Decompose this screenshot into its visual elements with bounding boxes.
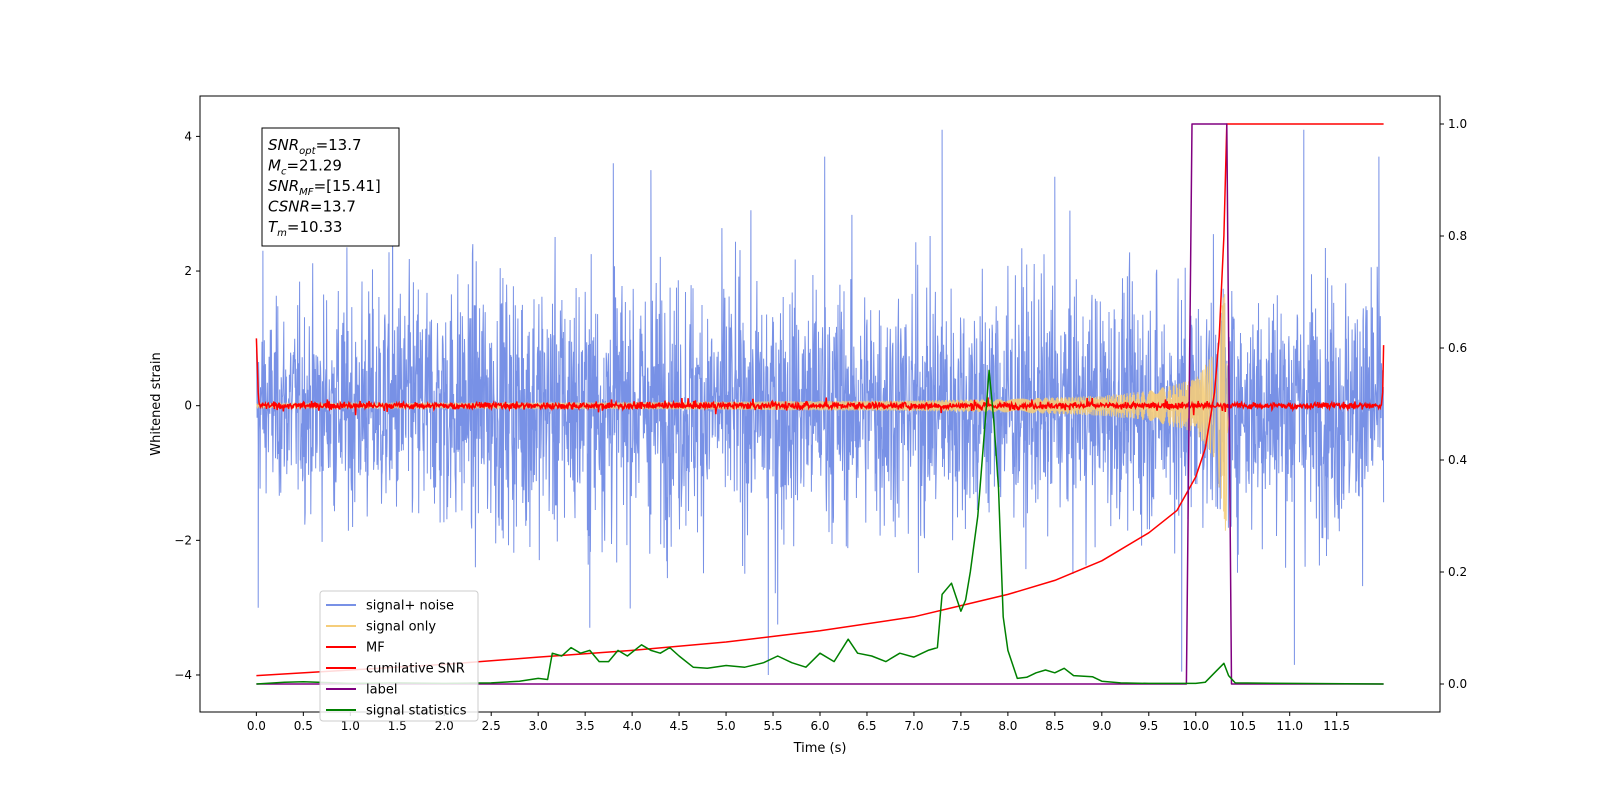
x-tick-label: 2.5	[482, 719, 501, 733]
y-right-tick-label: 0.0	[1448, 677, 1467, 691]
annotation-value: =21.29	[286, 157, 342, 175]
y-axis-label: Whitened strain	[149, 352, 164, 455]
series-cumulative-snr	[256, 123, 1384, 677]
x-tick-label: 8.0	[998, 719, 1017, 733]
x-tick-label: 4.5	[670, 719, 689, 733]
x-axis-label: Time (s)	[793, 741, 847, 756]
annotation-line: Mc=21.29	[268, 157, 342, 178]
y-left-tick-label: −4	[174, 668, 192, 682]
series-signal-only	[256, 294, 1231, 531]
x-tick-label: 7.5	[951, 719, 970, 733]
y-left-tick-label: 4	[184, 129, 192, 143]
annotation-line: Tm=10.33	[268, 218, 342, 239]
y-left-tick-label: −2	[174, 533, 192, 547]
annotation-line: SNRopt=13.7	[268, 136, 362, 157]
annotation-value: =13.7	[310, 198, 356, 216]
annotation-subscript: MF	[299, 187, 314, 198]
y-left-tick-label: 0	[184, 399, 192, 413]
x-tick-label: 11.5	[1323, 719, 1350, 733]
annotation-symbol: CSNR	[268, 198, 310, 216]
x-tick-label: 5.0	[717, 719, 736, 733]
x-tick-label: 6.5	[857, 719, 876, 733]
plot-area	[255, 123, 1385, 685]
annotation-frame	[261, 127, 400, 247]
legend-label: label	[366, 683, 397, 698]
series-label	[256, 123, 1384, 685]
x-tick-label: 9.5	[1139, 719, 1158, 733]
series-signal-statistics	[256, 369, 1384, 685]
x-axis: 0.0 0.5 1.0 1.5 2.0 2.5 3.0 3.5 4.0 4.5 5.0 5.5 6.0 6…	[247, 712, 1350, 733]
x-tick-label: 3.5	[576, 719, 595, 733]
x-tick-label: 1.0	[341, 719, 360, 733]
x-tick-label: 10.5	[1229, 719, 1256, 733]
series-mf	[255, 338, 1385, 416]
y-right-tick-label: 1.0	[1448, 117, 1467, 131]
y-left-tick-label: 2	[184, 264, 192, 278]
annotation-subscript: m	[277, 228, 287, 239]
x-tick-label: 10.0	[1182, 719, 1209, 733]
annotation-subscript: c	[281, 167, 287, 178]
y-right-tick-label: 0.8	[1448, 229, 1467, 243]
legend-label: MF	[366, 641, 385, 656]
legend-label: signal+ noise	[366, 599, 454, 614]
annotation-value: =[15.41]	[314, 177, 381, 195]
annotation-box: SNRopt=13.7Mc=21.29SNRMF=[15.41]CSNR=13.…	[261, 127, 400, 247]
x-tick-label: 0.5	[294, 719, 313, 733]
annotation-symbol: M	[268, 157, 281, 175]
y-right-tick-label: 0.6	[1448, 341, 1467, 355]
legend-label: signal only	[366, 620, 436, 635]
x-tick-label: 11.0	[1276, 719, 1303, 733]
x-tick-label: 4.0	[623, 719, 642, 733]
y-right-tick-label: 0.4	[1448, 453, 1467, 467]
annotation-value: =13.7	[316, 136, 362, 154]
legend-label: cumilative SNR	[366, 662, 465, 677]
legend-label: signal statistics	[366, 704, 467, 719]
legend-frame	[319, 590, 479, 722]
y-axis-left: 4 2 0 −2 −4	[174, 129, 200, 682]
x-tick-label: 3.0	[529, 719, 548, 733]
annotation-symbol: T	[268, 218, 279, 236]
x-tick-label: 8.5	[1045, 719, 1064, 733]
x-tick-label: 6.0	[810, 719, 829, 733]
annotation-line: CSNR=13.7	[268, 198, 356, 216]
annotation-line: SNRMF=[15.41]	[268, 177, 381, 198]
annotation-symbol: SNR	[268, 136, 299, 154]
annotation-subscript: opt	[299, 146, 316, 157]
legend: signal+ noise signal only MF cumilative SNR…	[319, 590, 479, 722]
series-signal-noise	[255, 129, 1385, 676]
x-tick-label: 1.5	[388, 719, 407, 733]
x-tick-label: 2.0	[435, 719, 454, 733]
x-tick-label: 7.0	[904, 719, 923, 733]
annotation-value: =10.33	[287, 218, 343, 236]
x-tick-label: 0.0	[247, 719, 266, 733]
annotation-symbol: SNR	[268, 177, 299, 195]
y-right-tick-label: 0.2	[1448, 565, 1467, 579]
x-tick-label: 9.0	[1092, 719, 1111, 733]
x-tick-label: 5.5	[763, 719, 782, 733]
y-axis-right: 1.0 0.8 0.6 0.4 0.2 0.0	[1440, 117, 1467, 691]
